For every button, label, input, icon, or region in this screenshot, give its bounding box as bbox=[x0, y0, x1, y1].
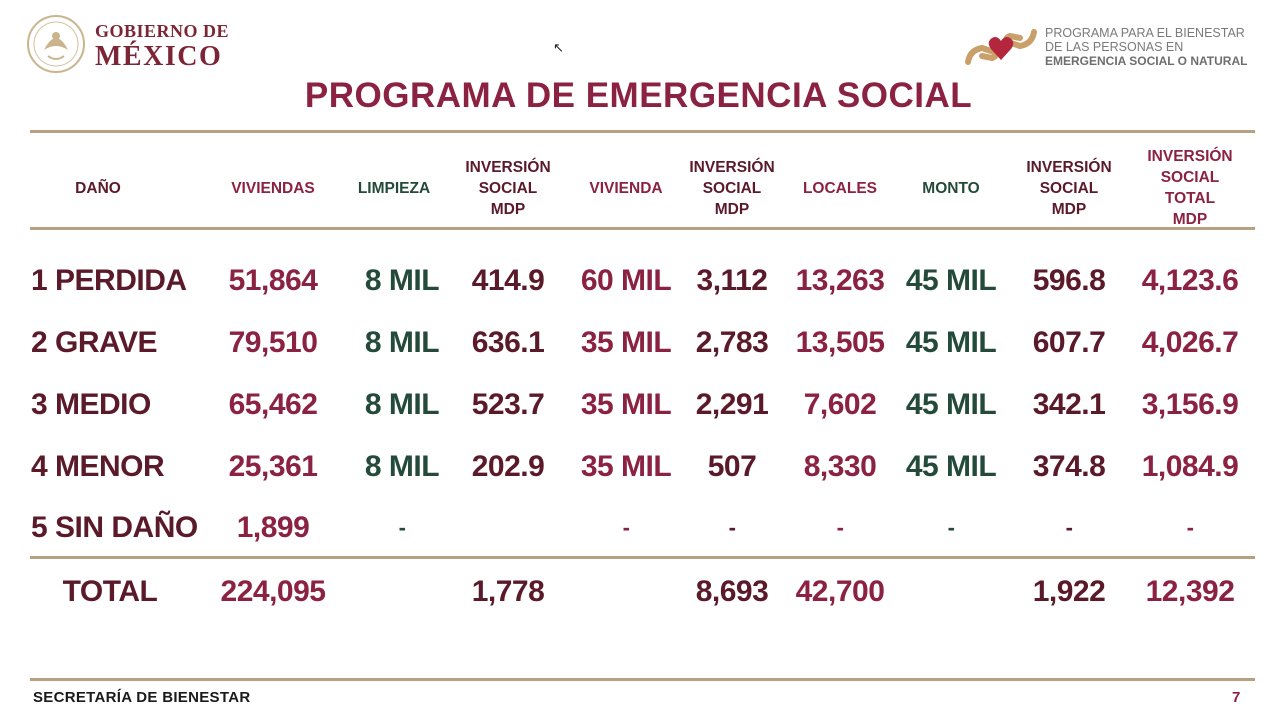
header-monto: MONTO bbox=[922, 179, 980, 197]
cell-inversion: 414.9 bbox=[471, 264, 545, 297]
cell-inversion: 3,112 bbox=[696, 264, 768, 297]
cell-inversion: 523.7 bbox=[471, 388, 545, 421]
cell-locales: - bbox=[836, 515, 844, 540]
header-locales: LOCALES bbox=[802, 179, 878, 197]
cell-monto: 45 MIL bbox=[905, 264, 997, 297]
government-line2: MÉXICO bbox=[95, 41, 223, 72]
divider bbox=[30, 130, 1255, 133]
cell-total: 4,123.6 bbox=[1141, 264, 1239, 297]
program-line1: PROGRAMA PARA EL BIENESTAR bbox=[1045, 26, 1245, 40]
cell-total: 4,026.7 bbox=[1141, 326, 1239, 359]
cell-viviendas: 51,864 bbox=[228, 264, 318, 297]
cell-locales: 13,263 bbox=[795, 264, 885, 297]
cell-inversion: - bbox=[1065, 515, 1073, 540]
row-label: 2 GRAVE bbox=[31, 326, 157, 359]
cell-inversion: 507 bbox=[707, 450, 757, 483]
cell-viviendas: 65,462 bbox=[228, 388, 318, 421]
program-line3: EMERGENCIA SOCIAL O NATURAL bbox=[1045, 54, 1248, 68]
cell-inversion: 2,291 bbox=[695, 388, 769, 421]
page-title: PROGRAMA DE EMERGENCIA SOCIAL bbox=[304, 76, 973, 115]
program-line2: DE LAS PERSONAS EN bbox=[1045, 40, 1184, 54]
divider bbox=[30, 227, 1255, 230]
cell-inversion: 342.1 bbox=[1032, 388, 1106, 421]
header-inversion-limpieza: INVERSIÓN SOCIAL MDP bbox=[465, 158, 551, 218]
divider bbox=[30, 678, 1255, 681]
cell-limpieza: 8 MIL bbox=[364, 450, 440, 483]
row-label: 4 MENOR bbox=[31, 450, 165, 483]
cell-vivienda: 60 MIL bbox=[580, 264, 672, 297]
total-inversion-total: 12,392 bbox=[1145, 575, 1235, 608]
cell-vivienda: 35 MIL bbox=[580, 326, 672, 359]
government-line1: GOBIERNO DE bbox=[95, 21, 230, 41]
cell-inversion: 2,783 bbox=[695, 326, 769, 359]
cell-limpieza: 8 MIL bbox=[364, 264, 440, 297]
row-label: 3 MEDIO bbox=[31, 388, 151, 421]
cell-monto: - bbox=[947, 515, 955, 540]
total-inversion-limpieza: 1,778 bbox=[471, 575, 545, 608]
header-limpieza: LIMPIEZA bbox=[357, 179, 431, 197]
cell-inversion: 202.9 bbox=[471, 450, 545, 483]
cell-vivienda: - bbox=[622, 515, 630, 540]
cell-limpieza: 8 MIL bbox=[364, 388, 440, 421]
cell-vivienda: 35 MIL bbox=[580, 450, 672, 483]
cell-inversion: - bbox=[728, 515, 736, 540]
cell-monto: 45 MIL bbox=[905, 388, 997, 421]
row-label: 1 PERDIDA bbox=[31, 264, 187, 297]
program-name: PROGRAMA PARA EL BIENESTAR DE LAS PERSON… bbox=[1045, 26, 1247, 68]
cell-vivienda: 35 MIL bbox=[580, 388, 672, 421]
cell-inversion: 636.1 bbox=[471, 326, 545, 359]
header-inversion-total: INVERSIÓN SOCIAL TOTAL MDP bbox=[1147, 148, 1233, 228]
cell-limpieza: 8 MIL bbox=[364, 326, 440, 359]
header-dano: DAÑO bbox=[75, 179, 121, 197]
total-locales: 42,700 bbox=[795, 575, 885, 608]
header-vivienda: VIVIENDA bbox=[589, 179, 663, 197]
cell-monto: 45 MIL bbox=[905, 326, 997, 359]
cell-inversion: 374.8 bbox=[1032, 450, 1106, 483]
cell-inversion: 596.8 bbox=[1032, 264, 1106, 297]
header-inversion-vivienda: INVERSIÓN SOCIAL MDP bbox=[689, 158, 775, 218]
cell-inversion: 607.7 bbox=[1032, 326, 1106, 359]
footer-secretaria: SECRETARÍA DE BIENESTAR bbox=[33, 689, 251, 706]
cell-locales: 8,330 bbox=[803, 450, 877, 483]
total-inversion-locales: 1,922 bbox=[1032, 575, 1106, 608]
cell-locales: 13,505 bbox=[795, 326, 885, 359]
cell-total: 3,156.9 bbox=[1141, 388, 1239, 421]
cell-viviendas: 25,361 bbox=[228, 450, 318, 483]
cell-viviendas: 1,899 bbox=[236, 511, 310, 544]
page-number: 7 bbox=[1232, 689, 1241, 706]
header-inversion-locales: INVERSIÓN SOCIAL MDP bbox=[1026, 158, 1112, 218]
cell-limpieza: - bbox=[398, 515, 406, 540]
cell-monto: 45 MIL bbox=[905, 450, 997, 483]
cell-total: 1,084.9 bbox=[1141, 450, 1239, 483]
coat-of-arms-icon bbox=[27, 15, 85, 73]
row-label: 5 SIN DAÑO bbox=[31, 511, 198, 544]
cell-total: - bbox=[1186, 515, 1194, 540]
total-viviendas: 224,095 bbox=[220, 575, 326, 608]
cell-locales: 7,602 bbox=[803, 388, 877, 421]
header-viviendas: VIVIENDAS bbox=[231, 179, 315, 197]
government-title: GOBIERNO DE MÉXICO bbox=[95, 22, 229, 71]
heart-hands-icon bbox=[965, 29, 1037, 65]
cell-viviendas: 79,510 bbox=[228, 326, 318, 359]
total-inversion-vivienda: 8,693 bbox=[695, 575, 769, 608]
mouse-cursor-icon: ↖ bbox=[553, 40, 564, 55]
total-label: TOTAL bbox=[62, 575, 158, 608]
divider bbox=[30, 556, 1255, 559]
